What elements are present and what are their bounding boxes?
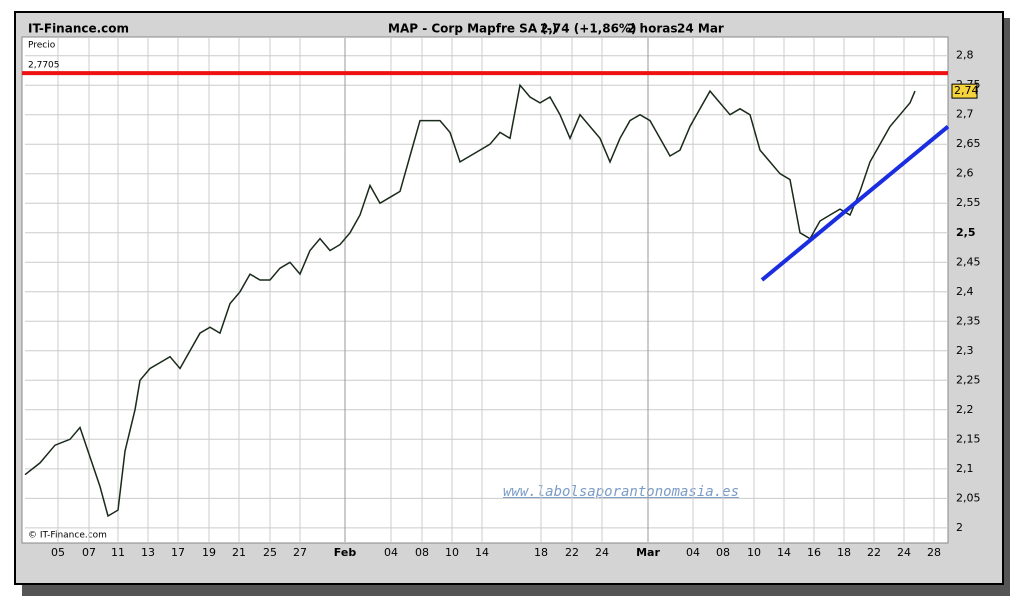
x-tick-label: 10 bbox=[445, 546, 459, 559]
x-tick-label: 18 bbox=[837, 546, 851, 559]
x-tick-label: Mar bbox=[636, 546, 660, 559]
y-tick-label: 2,4 bbox=[956, 285, 974, 298]
x-tick-label: 04 bbox=[686, 546, 700, 559]
x-tick-label: 14 bbox=[475, 546, 489, 559]
x-tick-label: 22 bbox=[565, 546, 579, 559]
last-price-label: 2,74 bbox=[954, 84, 979, 97]
y-tick-label: 2,25 bbox=[956, 373, 981, 386]
x-tick-label: 07 bbox=[82, 546, 96, 559]
x-tick-label: 28 bbox=[927, 546, 941, 559]
y-label: Precio bbox=[28, 41, 56, 51]
y-tick-label: 2,2 bbox=[956, 403, 974, 416]
brand: IT-Finance.com bbox=[28, 22, 129, 36]
y-tick-label: 2,6 bbox=[956, 167, 974, 180]
x-tick-label: 25 bbox=[263, 546, 277, 559]
x-tick-label: 10 bbox=[747, 546, 761, 559]
resistance-label: 2,7705 bbox=[28, 61, 60, 71]
y-tick-label: 2,55 bbox=[956, 196, 981, 209]
interval: 2 horas bbox=[627, 22, 677, 36]
x-tick-label: 17 bbox=[171, 546, 185, 559]
price-line bbox=[24, 83, 916, 518]
x-tick-label: 18 bbox=[534, 546, 548, 559]
y-tick-label: 2,1 bbox=[956, 462, 974, 475]
x-tick-label: 13 bbox=[141, 546, 155, 559]
copyright: © IT-Finance.com bbox=[28, 531, 107, 541]
instrument: MAP - Corp Mapfre SA (-) bbox=[388, 22, 557, 36]
y-tick-label: 2,7 bbox=[956, 108, 974, 121]
date: 24 Mar bbox=[677, 22, 724, 36]
x-tick-label: 24 bbox=[897, 546, 911, 559]
y-tick-label: 2,3 bbox=[956, 344, 974, 357]
y-tick-label: 2,45 bbox=[956, 255, 981, 268]
x-tick-label: 21 bbox=[232, 546, 246, 559]
quote: 2,74 (+1,86%) bbox=[540, 22, 636, 36]
x-tick-label: 08 bbox=[716, 546, 730, 559]
x-tick-label: 08 bbox=[415, 546, 429, 559]
x-tick-label: 05 bbox=[51, 546, 65, 559]
x-tick-label: 14 bbox=[777, 546, 791, 559]
x-tick-label: 04 bbox=[384, 546, 398, 559]
y-tick-label: 2,8 bbox=[956, 49, 974, 62]
y-tick-label: 2,65 bbox=[956, 137, 981, 150]
y-tick-label: 2,35 bbox=[956, 314, 981, 327]
x-tick-label: Feb bbox=[334, 546, 357, 559]
y-tick-label: 2,05 bbox=[956, 491, 981, 504]
x-tick-label: 11 bbox=[111, 546, 125, 559]
y-tick-label: 2 bbox=[956, 521, 963, 534]
watermark: www.labolsaporantonomasia.es bbox=[503, 484, 739, 500]
last-price-box bbox=[951, 83, 978, 99]
x-tick-label: 27 bbox=[293, 546, 307, 559]
x-tick-label: 19 bbox=[202, 546, 216, 559]
y-tick-label: 2,5 bbox=[956, 226, 976, 239]
y-tick-label: 2,15 bbox=[956, 432, 981, 445]
x-tick-label: 24 bbox=[595, 546, 609, 559]
plot-area bbox=[21, 36, 949, 544]
trendline bbox=[760, 124, 950, 282]
x-tick-label: 16 bbox=[807, 546, 821, 559]
x-tick-label: 22 bbox=[867, 546, 881, 559]
